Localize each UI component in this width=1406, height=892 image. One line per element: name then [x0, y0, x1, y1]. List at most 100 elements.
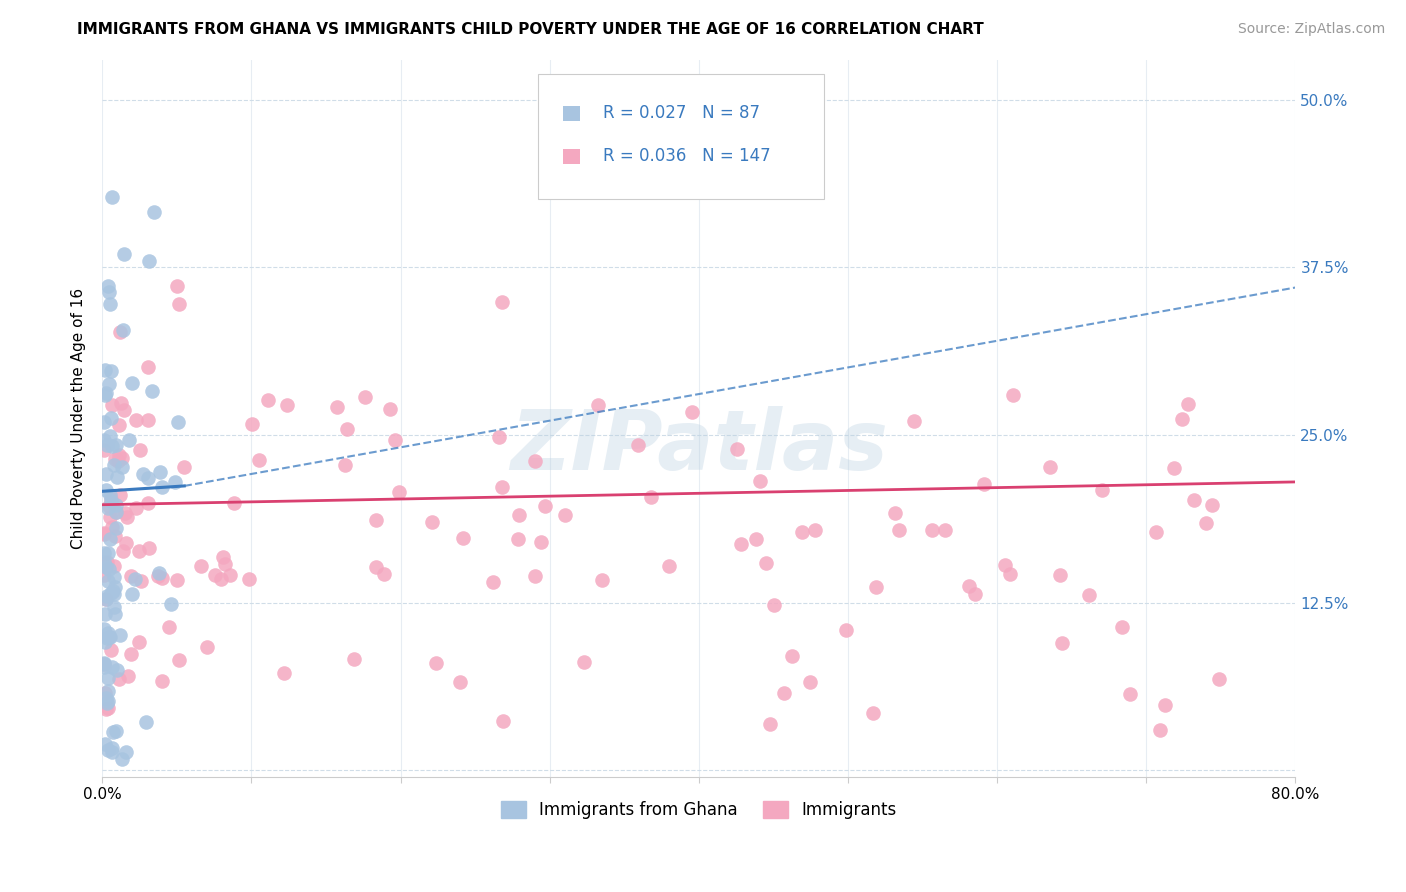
Point — [97, 499, 120, 513]
Point — [125, 413, 148, 427]
Point — [100, 363, 122, 377]
Point — [96, 555, 118, 569]
Point — [112, 403, 135, 417]
Point — [94, 634, 117, 648]
Point — [125, 500, 148, 515]
Point — [93, 526, 115, 541]
Point — [138, 471, 160, 485]
Point — [94, 467, 117, 481]
Point — [138, 413, 160, 427]
Point — [488, 430, 510, 444]
Point — [190, 558, 212, 573]
Point — [804, 524, 827, 538]
Point — [128, 544, 150, 558]
FancyBboxPatch shape — [537, 74, 824, 200]
Point — [167, 653, 190, 667]
Point — [96, 591, 118, 606]
Point — [658, 558, 681, 573]
Point — [94, 686, 117, 700]
Point — [749, 474, 772, 488]
Point — [94, 737, 117, 751]
Point — [98, 285, 121, 300]
Point — [141, 384, 163, 399]
Point — [117, 669, 139, 683]
Point — [523, 454, 546, 468]
Point — [725, 442, 748, 457]
Point — [108, 448, 131, 462]
Point — [94, 363, 117, 377]
Point — [150, 571, 173, 585]
Point — [138, 254, 160, 268]
Point — [149, 465, 172, 479]
Point — [1049, 567, 1071, 582]
Point — [100, 410, 122, 425]
Point — [780, 648, 803, 663]
Point — [101, 520, 124, 534]
Point — [166, 573, 188, 587]
Point — [93, 656, 115, 670]
Point — [115, 536, 138, 550]
Point — [212, 550, 235, 565]
Point — [108, 488, 131, 502]
Point — [94, 560, 117, 574]
Point — [112, 323, 135, 337]
Point — [105, 663, 128, 677]
Point — [105, 470, 128, 484]
Point — [238, 572, 260, 586]
Point — [104, 505, 127, 519]
Point — [378, 401, 401, 416]
Point — [100, 586, 122, 600]
Point — [554, 508, 576, 522]
Point — [103, 599, 125, 614]
Point — [118, 433, 141, 447]
Point — [1000, 567, 1022, 582]
Point — [491, 480, 513, 494]
Point — [120, 569, 142, 583]
Point — [131, 574, 153, 589]
Point — [114, 506, 136, 520]
Point — [104, 607, 127, 621]
Text: IMMIGRANTS FROM GHANA VS IMMIGRANTS CHILD POVERTY UNDER THE AGE OF 16 CORRELATIO: IMMIGRANTS FROM GHANA VS IMMIGRANTS CHIL… — [77, 22, 984, 37]
Point — [167, 297, 190, 311]
Point — [792, 524, 814, 539]
Point — [835, 624, 858, 638]
Point — [93, 555, 115, 569]
Point — [166, 279, 188, 293]
Point — [240, 417, 263, 431]
Point — [101, 583, 124, 598]
Point — [100, 492, 122, 507]
Point — [120, 648, 142, 662]
Point — [204, 568, 226, 582]
Point — [100, 297, 122, 311]
Point — [135, 715, 157, 730]
Point — [93, 545, 115, 559]
Point — [1163, 460, 1185, 475]
Point — [1195, 516, 1218, 531]
Point — [104, 498, 127, 512]
Point — [276, 399, 298, 413]
Point — [96, 592, 118, 607]
Point — [449, 674, 471, 689]
Point — [799, 675, 821, 690]
Point — [150, 480, 173, 494]
Point — [754, 556, 776, 570]
Point — [128, 635, 150, 649]
Point — [104, 438, 127, 452]
Point — [508, 508, 530, 522]
Point — [257, 392, 280, 407]
Point — [103, 529, 125, 543]
Point — [373, 566, 395, 581]
Point — [1208, 672, 1230, 686]
Point — [98, 631, 121, 645]
Point — [104, 580, 127, 594]
Point — [883, 506, 905, 520]
Point — [326, 401, 349, 415]
Point — [530, 534, 553, 549]
Point — [1144, 524, 1167, 539]
FancyBboxPatch shape — [562, 106, 581, 120]
Point — [96, 696, 118, 710]
Point — [451, 531, 474, 545]
Point — [98, 510, 121, 524]
Point — [93, 568, 115, 582]
Point — [101, 189, 124, 203]
